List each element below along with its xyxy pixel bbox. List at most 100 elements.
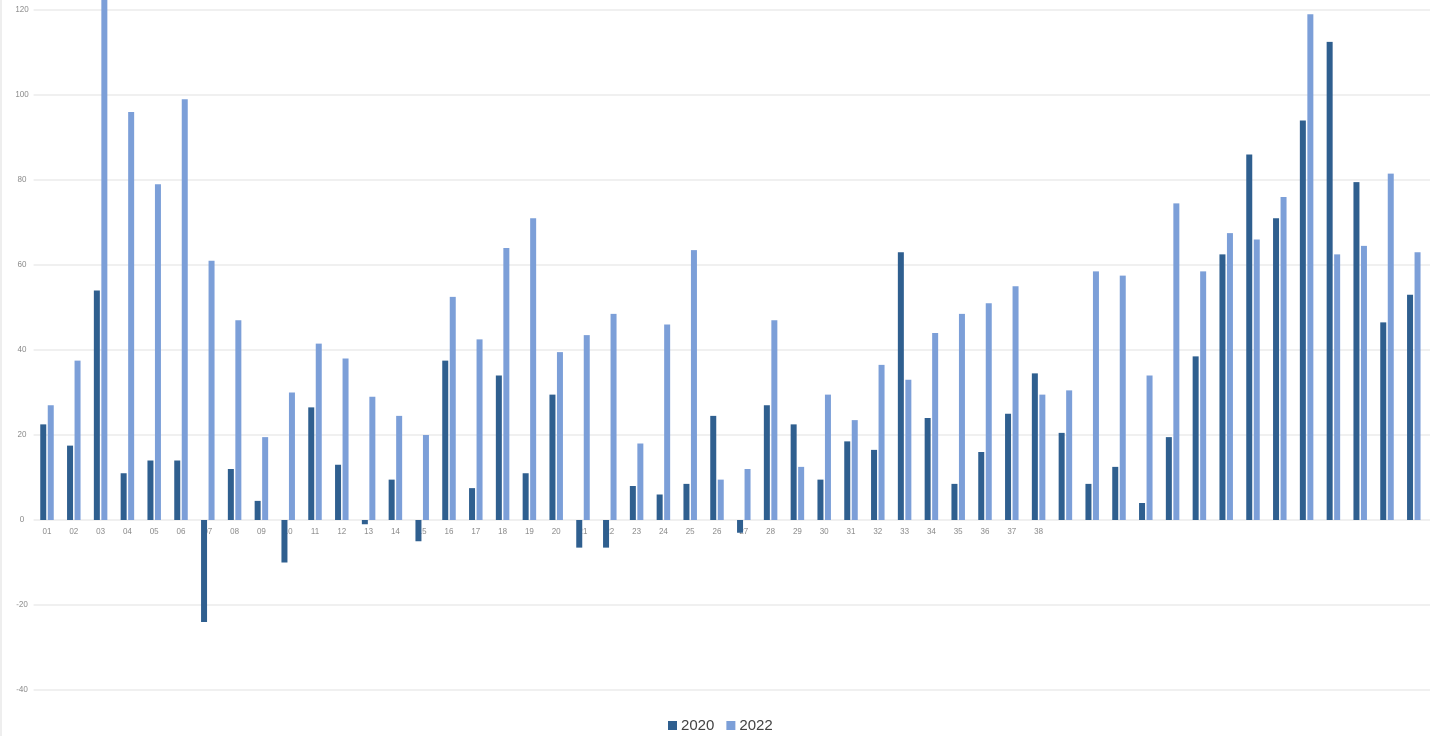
bar	[951, 483, 958, 520]
bar	[1414, 252, 1421, 520]
bar	[683, 483, 690, 520]
bar	[503, 248, 510, 520]
bar	[93, 290, 100, 520]
bar	[522, 473, 529, 520]
x-tick-label: 14	[391, 527, 400, 536]
bar	[1387, 173, 1394, 520]
bar	[281, 520, 288, 563]
bar	[201, 520, 208, 622]
x-tick-label: 07	[203, 527, 212, 536]
y-tick-label: 40	[18, 345, 27, 354]
bar	[369, 396, 376, 520]
x-tick-label: 08	[230, 527, 239, 536]
bar	[1005, 413, 1012, 520]
bar	[1192, 356, 1199, 520]
x-tick-label: 35	[954, 527, 963, 536]
x-tick-label: 24	[659, 527, 668, 536]
x-tick-label: 02	[69, 527, 78, 536]
bar	[120, 473, 127, 520]
bar	[710, 415, 717, 520]
bar	[763, 405, 770, 520]
x-tick-label: 09	[257, 527, 266, 536]
x-tick-label: 37	[1007, 527, 1016, 536]
bar	[1307, 14, 1314, 520]
bar	[932, 333, 939, 520]
x-tick-label: 10	[284, 527, 293, 536]
bar	[844, 441, 851, 520]
y-tick-label: 20	[18, 430, 27, 439]
bar	[254, 500, 261, 520]
bar	[449, 296, 456, 520]
bar	[530, 218, 537, 520]
bar	[101, 0, 108, 520]
bar	[1112, 466, 1119, 520]
bar	[978, 452, 985, 520]
bar	[476, 339, 483, 520]
bar	[335, 464, 342, 520]
bar	[1299, 120, 1306, 520]
x-tick-label: 04	[123, 527, 132, 536]
x-tick-label: 05	[150, 527, 159, 536]
x-tick-label: 28	[766, 527, 775, 536]
x-tick-label: 03	[96, 527, 105, 536]
bar	[1200, 271, 1207, 520]
bar	[442, 360, 449, 520]
bar	[824, 394, 831, 520]
bar	[235, 320, 242, 520]
x-tick-label: 20	[552, 527, 561, 536]
bar	[1146, 375, 1153, 520]
bar	[851, 420, 858, 520]
x-tick-label: 17	[471, 527, 480, 536]
bar	[656, 494, 663, 520]
bar	[1031, 373, 1038, 520]
bar	[556, 352, 563, 520]
x-tick-label: 33	[900, 527, 909, 536]
bar	[262, 437, 269, 520]
bar	[905, 379, 912, 520]
bar	[1066, 390, 1073, 520]
bar	[790, 424, 797, 520]
bar	[1353, 182, 1360, 520]
bar	[871, 449, 878, 520]
bar	[1253, 239, 1260, 520]
x-tick-label: 27	[739, 527, 748, 536]
bar	[342, 358, 349, 520]
bar	[208, 260, 215, 520]
x-tick-label: 31	[847, 527, 856, 536]
bar	[549, 394, 556, 520]
bar	[315, 343, 322, 520]
x-tick-label: 34	[927, 527, 936, 536]
bar	[495, 375, 502, 520]
bar	[958, 313, 965, 520]
x-tick-label: 38	[1034, 527, 1043, 536]
bar	[629, 486, 636, 520]
x-tick-label: 22	[605, 527, 614, 536]
bar	[1380, 322, 1387, 520]
bar	[771, 320, 778, 520]
x-tick-label: 15	[418, 527, 427, 536]
y-tick-label: -40	[16, 685, 28, 694]
x-tick-label: 36	[981, 527, 990, 536]
bar	[415, 520, 422, 542]
bar	[1246, 154, 1253, 520]
y-tick-label: 100	[15, 90, 29, 99]
bar	[576, 520, 583, 548]
x-tick-label: 11	[311, 527, 320, 536]
x-tick-label: 12	[337, 527, 346, 536]
bar	[1058, 432, 1065, 520]
bar	[878, 364, 885, 520]
bar	[1226, 233, 1233, 520]
bar	[1012, 286, 1019, 520]
x-tick-label: 16	[445, 527, 454, 536]
bar	[985, 303, 992, 520]
bar	[308, 407, 315, 520]
x-tick-label: 19	[525, 527, 534, 536]
bar	[181, 99, 188, 520]
bar	[737, 520, 744, 533]
bar	[1092, 271, 1099, 520]
y-tick-label: 0	[20, 515, 25, 524]
bar	[1219, 254, 1226, 520]
bar	[288, 392, 295, 520]
bar	[610, 313, 617, 520]
